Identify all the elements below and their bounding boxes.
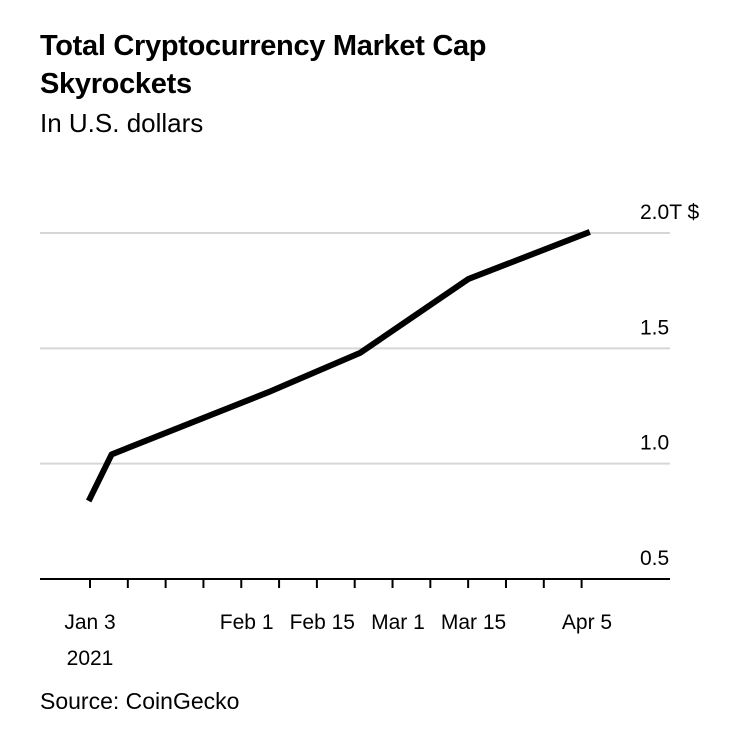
x-tick-label: Mar 15 bbox=[441, 611, 506, 634]
series-layer bbox=[85, 229, 591, 503]
x-tick-label: Mar 1 bbox=[371, 611, 425, 634]
x-tick-label: Apr 5 bbox=[562, 611, 612, 634]
series-line bbox=[85, 229, 591, 503]
chart-subtitle: In U.S. dollars bbox=[40, 108, 204, 138]
gridlines bbox=[40, 232, 670, 465]
y-tick-label: 1.5 bbox=[640, 316, 669, 339]
x-tick-label: Feb 15 bbox=[290, 611, 355, 634]
chart-title: Total Cryptocurrency Market Cap Skyrocke… bbox=[40, 30, 487, 100]
y-tick-label: 1.0 bbox=[640, 432, 669, 455]
x-tick-label: Jan 3 bbox=[64, 611, 115, 634]
x-tick-label: Feb 1 bbox=[220, 611, 274, 634]
x-tick-labels: Jan 3 2021 Feb 1 Feb 15 Mar 1 Mar 15 Apr 5 bbox=[64, 611, 612, 670]
y-tick-label: 2.0T $ bbox=[640, 201, 699, 224]
y-tick-label: 0.5 bbox=[640, 547, 669, 570]
y-tick-labels: 2.0T $ 1.5 1.0 0.5 bbox=[640, 201, 699, 570]
x-tick-sublabel: 2021 bbox=[67, 647, 114, 670]
source-note: Source: CoinGecko bbox=[40, 688, 240, 714]
x-axis bbox=[40, 578, 670, 588]
